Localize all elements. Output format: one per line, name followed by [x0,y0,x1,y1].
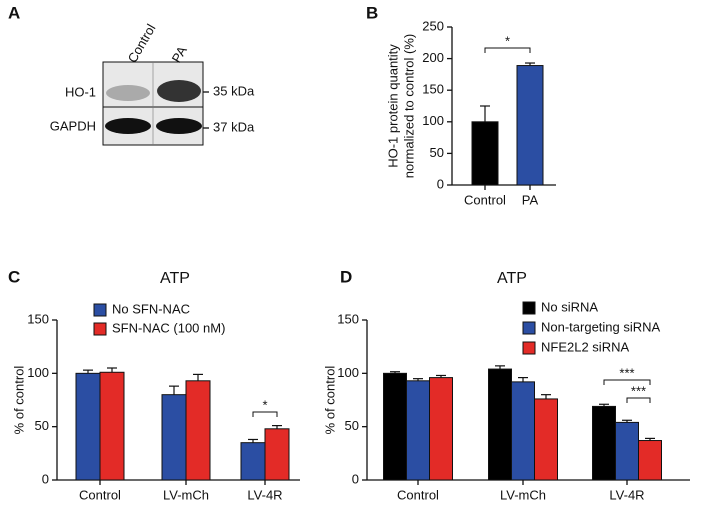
bar [471,121,499,186]
y-tick-label: 0 [42,471,49,486]
x-tick-label: LV-mCh [500,487,546,502]
y-tick-label: 0 [437,176,444,191]
row-label: GAPDH [50,118,96,133]
bar [75,372,101,481]
legend-label: No siRNA [541,299,598,314]
panel-label: A [8,3,20,22]
y-tick-label: 100 [422,113,444,128]
significance-bracket [484,47,531,53]
bar [406,380,430,481]
bar [534,398,558,481]
y-axis-label: % of control [11,366,26,435]
y-tick-label: 0 [352,471,359,486]
legend-label: Non-targeting siRNA [541,319,661,334]
y-tick-label: 50 [35,418,49,433]
bar [615,421,639,481]
panel-label: D [340,267,352,286]
bar [240,442,266,481]
significance-bracket [626,397,651,403]
significance-label: *** [631,383,646,398]
size-label: 35 kDa [213,83,255,98]
significance-label: * [505,33,510,48]
bar [383,372,407,481]
x-tick-label: PA [522,192,539,207]
y-tick-label: 50 [430,145,444,160]
bar [638,440,662,481]
y-axis-label: % of control [322,366,337,435]
y-tick-label: 150 [422,82,444,97]
significance-bracket [603,379,651,385]
legend-swatch [93,303,107,317]
x-tick-label: LV-4R [247,487,282,502]
lane-label: Control [125,21,159,65]
legend-swatch [93,322,107,336]
bar [99,371,125,481]
bar [161,394,187,481]
x-tick-label: Control [397,487,439,502]
panel-label: B [366,3,378,22]
y-tick-label: 250 [422,18,444,33]
bar [516,65,544,186]
legend-swatch [522,321,536,335]
bar [185,380,211,481]
y-tick-label: 200 [422,50,444,65]
x-tick-label: Control [464,192,506,207]
legend-label: NFE2L2 siRNA [541,339,629,354]
significance-label: *** [619,365,634,380]
x-tick-label: Control [79,487,121,502]
bar [264,428,290,481]
panel-label: C [8,267,20,286]
blot-image [102,61,204,146]
chart-title: ATP [497,270,527,287]
bar [511,381,535,481]
y-axis-label: normalized to control (%) [401,34,416,179]
x-tick-label: LV-mCh [163,487,209,502]
row-label: HO-1 [65,84,96,99]
significance-bracket [252,411,278,417]
y-tick-label: 150 [27,311,49,326]
bar [592,405,616,481]
size-label: 37 kDa [213,119,255,134]
y-tick-label: 50 [345,418,359,433]
y-tick-label: 150 [337,311,359,326]
y-tick-label: 100 [337,365,359,380]
lane-label: PA [169,43,190,65]
legend-swatch [522,341,536,355]
bar [429,377,453,481]
legend-swatch [522,301,536,315]
legend-label: SFN-NAC (100 nM) [112,320,225,335]
significance-label: * [262,397,267,412]
bar [488,368,512,481]
y-tick-label: 100 [27,365,49,380]
y-axis-label: HO-1 protein quantity [385,44,400,168]
chart-title: ATP [160,270,190,287]
x-tick-label: LV-4R [609,487,644,502]
legend-label: No SFN-NAC [112,301,190,316]
